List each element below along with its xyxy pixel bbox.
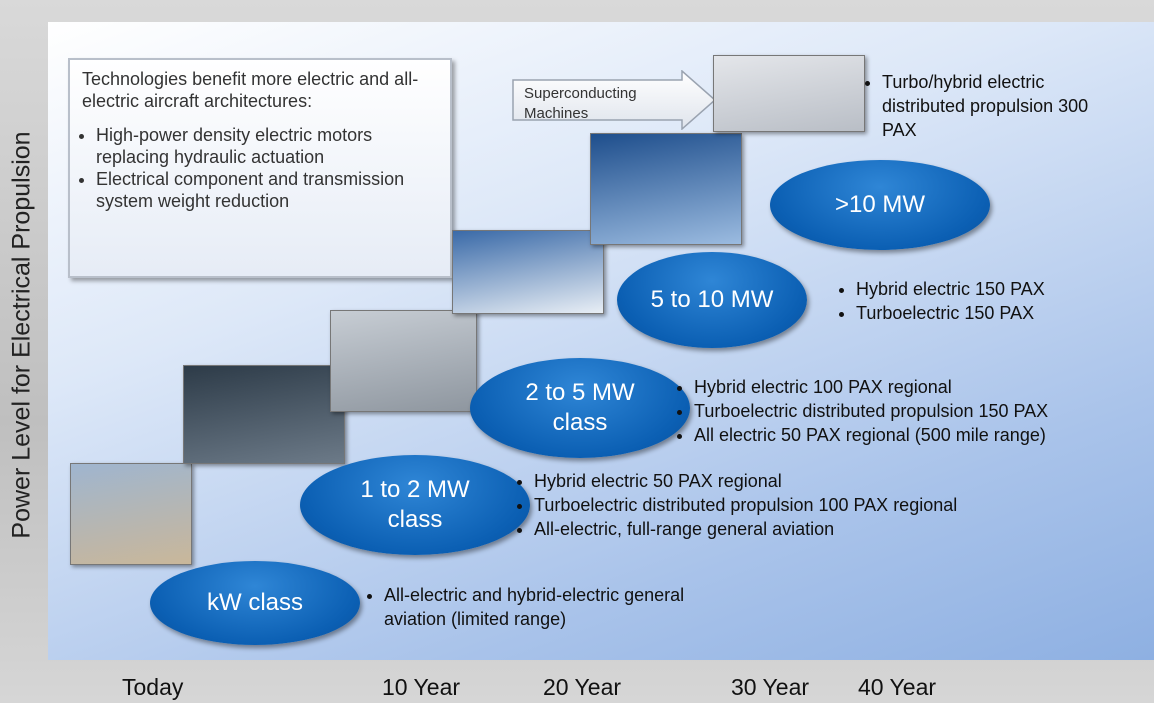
slide: Power Level for Electrical Propulsion Te… <box>0 0 1154 703</box>
stage-label: 1 to 2 MW class <box>330 475 500 535</box>
stage-bullet: Hybrid electric 50 PAX regional <box>534 469 1080 493</box>
stage-label: >10 MW <box>780 190 980 220</box>
stage-bullet: Turboelectric distributed propulsion 150… <box>694 399 1150 423</box>
stage-bullet: Turboelectric distributed propulsion 100… <box>534 493 1080 517</box>
info-list: High-power density electric motors repla… <box>82 124 438 212</box>
info-box: Technologies benefit more electric and a… <box>68 58 452 278</box>
x-axis-label: 40 Year <box>858 674 936 701</box>
stage-bullet: All-electric and hybrid-electric general… <box>384 583 700 631</box>
stage-bullets: Hybrid electric 150 PAXTurboelectric 150… <box>842 277 1122 325</box>
info-title: Technologies benefit more electric and a… <box>82 68 438 112</box>
bullet-list: Hybrid electric 100 PAX regionalTurboele… <box>680 375 1150 447</box>
info-bullet: Electrical component and transmission sy… <box>96 168 438 212</box>
stage-bullet: Turboelectric 150 PAX <box>856 301 1122 325</box>
stage-bullets: Hybrid electric 50 PAX regionalTurboelec… <box>520 469 1080 541</box>
aircraft-image <box>713 55 865 132</box>
x-axis-label: Today <box>122 674 183 701</box>
stage-bullet: Hybrid electric 150 PAX <box>856 277 1122 301</box>
x-axis-label: 30 Year <box>731 674 809 701</box>
stage-ellipse: 1 to 2 MW class <box>300 455 530 555</box>
aircraft-image <box>330 310 477 412</box>
stage-ellipse: 2 to 5 MW class <box>470 358 690 458</box>
bullet-list: Hybrid electric 50 PAX regionalTurboelec… <box>520 469 1080 541</box>
info-bullet: High-power density electric motors repla… <box>96 124 438 168</box>
stage-label: 5 to 10 MW <box>647 285 777 315</box>
aircraft-image <box>70 463 192 565</box>
stage-bullets: Turbo/hybrid electric distributed propul… <box>868 70 1098 142</box>
stage-bullet: All electric 50 PAX regional (500 mile r… <box>694 423 1150 447</box>
stage-ellipse: 5 to 10 MW <box>617 252 807 348</box>
stage-bullets: Hybrid electric 100 PAX regionalTurboele… <box>680 375 1150 447</box>
arrow-label: Superconducting Machines <box>524 84 684 124</box>
stage-ellipse: kW class <box>150 561 360 645</box>
aircraft-image <box>590 133 742 245</box>
bullet-list: Hybrid electric 150 PAXTurboelectric 150… <box>842 277 1122 325</box>
bullet-list: Turbo/hybrid electric distributed propul… <box>868 70 1098 142</box>
stage-ellipse: >10 MW <box>770 160 990 250</box>
aircraft-image <box>452 230 604 314</box>
x-axis-label: 10 Year <box>382 674 460 701</box>
stage-label: kW class <box>185 588 325 618</box>
x-axis-label: 20 Year <box>543 674 621 701</box>
stage-bullets: All-electric and hybrid-electric general… <box>370 583 700 631</box>
stage-bullet: Hybrid electric 100 PAX regional <box>694 375 1150 399</box>
stage-bullet: Turbo/hybrid electric distributed propul… <box>882 70 1098 142</box>
y-axis-label: Power Level for Electrical Propulsion <box>8 131 37 538</box>
aircraft-image <box>183 365 345 464</box>
stage-label: 2 to 5 MW class <box>495 378 665 438</box>
stage-bullet: All-electric, full-range general aviatio… <box>534 517 1080 541</box>
bullet-list: All-electric and hybrid-electric general… <box>370 583 700 631</box>
